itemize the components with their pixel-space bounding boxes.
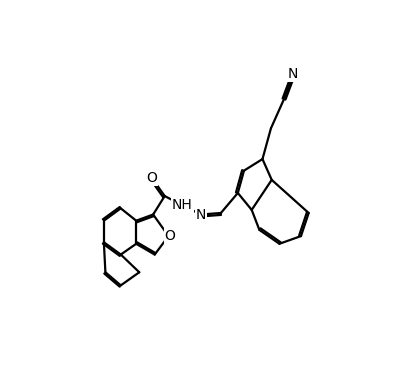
- Text: O: O: [165, 229, 176, 243]
- Text: O: O: [146, 171, 157, 185]
- Text: N: N: [288, 67, 298, 81]
- Text: NH: NH: [172, 198, 193, 212]
- Text: N: N: [196, 208, 206, 221]
